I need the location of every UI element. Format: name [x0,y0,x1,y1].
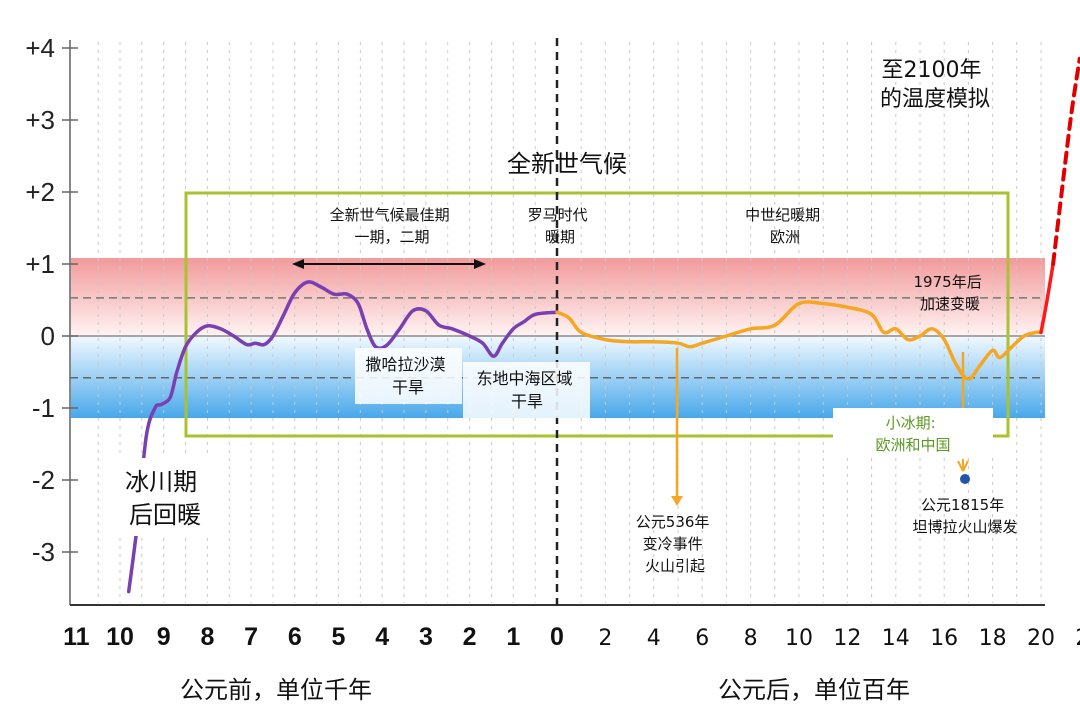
label-optimum-2: 一期，二期 [354,228,429,246]
sahara-label-bg [355,348,462,404]
x-tick-labels: 11109876543210246810121416182022 [63,623,1080,651]
label-glacial-warming: 冰川期 后回暖 [125,468,205,529]
label-2100-1: 至2100年 [882,58,982,83]
x-axis-label-ad: 公元后，单位百年 [718,676,910,704]
label-little-ice-age-1: 小冰期: [886,414,936,432]
optimum-period-arrow [292,259,486,269]
x-tick-label-ad: 8 [744,626,758,651]
y-tick-label: 0 [41,321,55,351]
x-tick-label-bc: 11 [63,623,90,651]
x-tick-label-ad: 20 [1027,626,1055,651]
chart-title: 全新世气候 [507,150,627,178]
label-glacial-warming-2: 后回暖 [129,501,201,529]
x-tick-label-bc: 8 [200,623,214,651]
label-1975-1: 1975年后 [914,273,982,291]
series-line [1039,262,1055,335]
label-little-ice-age: 小冰期: 欧洲和中国 [875,414,950,454]
label-roman-1: 罗马时代 [528,206,588,224]
x-tick-label-bc: 4 [375,623,389,651]
y-tick-label: +2 [25,177,55,207]
label-536-2: 变冷事件 [643,535,703,553]
label-536-3: 火山引起 [645,557,705,575]
y-tick-label: +1 [25,249,55,279]
label-roman-2: 暖期 [545,228,575,246]
x-tick-label-ad: 10 [785,626,813,651]
x-tick-label-ad: 12 [833,626,861,651]
label-2100: 至2100年 的温度模拟 [880,58,990,112]
event-536-arrow [671,348,683,506]
label-1975: 1975年后 加速变暖 [914,273,987,313]
label-medieval-2: 欧洲 [770,228,800,246]
y-tick-labels: +4 +3 +2 +1 0 -1 -2 -3 [25,33,78,567]
x-tick-label-bc: 2 [463,623,477,651]
little-ice-age-bg [833,408,993,458]
x-tick-label-ad: 2 [598,626,612,651]
label-2100-2: 的温度模拟 [880,87,990,112]
y-tick-label: +4 [25,33,55,63]
label-roman: 罗马时代 暖期 [528,206,593,246]
x-tick-label-ad: 4 [647,626,661,651]
label-536-1: 公元536年 [636,513,710,531]
label-east-med: 东地中海区域 干旱 [476,369,577,411]
series-line [126,280,559,594]
label-1815-2: 坦博拉火山爆发 [912,518,1017,536]
y-tick-label: -1 [32,393,55,423]
temperature-curves [126,56,1080,594]
x-tick-label-bc: 5 [332,623,346,651]
label-little-ice-age-2: 欧洲和中国 [875,436,950,454]
label-east-med-2: 干旱 [511,392,543,411]
label-medieval-1: 中世纪暖期 [745,206,820,224]
label-1815-1: 公元1815年 [921,496,1004,514]
x-tick-label-ad: 22 [1075,626,1080,651]
label-medieval: 中世纪暖期 欧洲 [745,206,825,246]
label-glacial-warming-1: 冰川期 [125,468,197,496]
label-sahara-1: 撒哈拉沙漠 [365,355,445,374]
x-tick-label-bc: 0 [550,623,564,651]
x-tick-label-bc: 3 [419,623,433,651]
x-tick-label-bc: 9 [157,623,171,651]
volcano-dot [960,474,970,484]
label-536: 公元536年 变冷事件 火山引起 [636,513,714,575]
series-line [555,300,1043,381]
x-tick-label-ad: 18 [979,626,1007,651]
label-1815: 公元1815年 坦博拉火山爆发 [912,496,1017,536]
x-tick-label-ad: 16 [930,626,958,651]
label-east-med-1: 东地中海区域 [476,369,572,388]
series-line [1051,56,1080,266]
holocene-box [184,191,1010,438]
label-optimum: 全新世气候最佳期 一期，二期 [330,206,455,246]
x-tick-label-ad: 6 [695,626,709,651]
x-tick-label-bc: 1 [506,623,520,651]
x-tick-label-bc: 7 [244,623,258,651]
med-label-bg [463,362,590,418]
x-tick-label-bc: 10 [106,623,134,651]
label-optimum-1: 全新世气候最佳期 [330,206,450,224]
y-tick-label: -2 [32,465,55,495]
x-tick-label-bc: 6 [288,623,302,651]
label-1975-2: 加速变暖 [920,295,980,313]
y-tick-label: +3 [25,105,55,135]
x-axis-label-bc: 公元前，单位千年 [180,676,372,704]
glacial-label-bg [110,458,220,536]
event-1815-arrows [957,459,969,472]
x-tick-label-ad: 14 [882,626,910,651]
label-sahara-2: 干旱 [392,378,424,397]
y-tick-label: -3 [32,537,55,567]
label-sahara: 撒哈拉沙漠 干旱 [365,355,450,397]
